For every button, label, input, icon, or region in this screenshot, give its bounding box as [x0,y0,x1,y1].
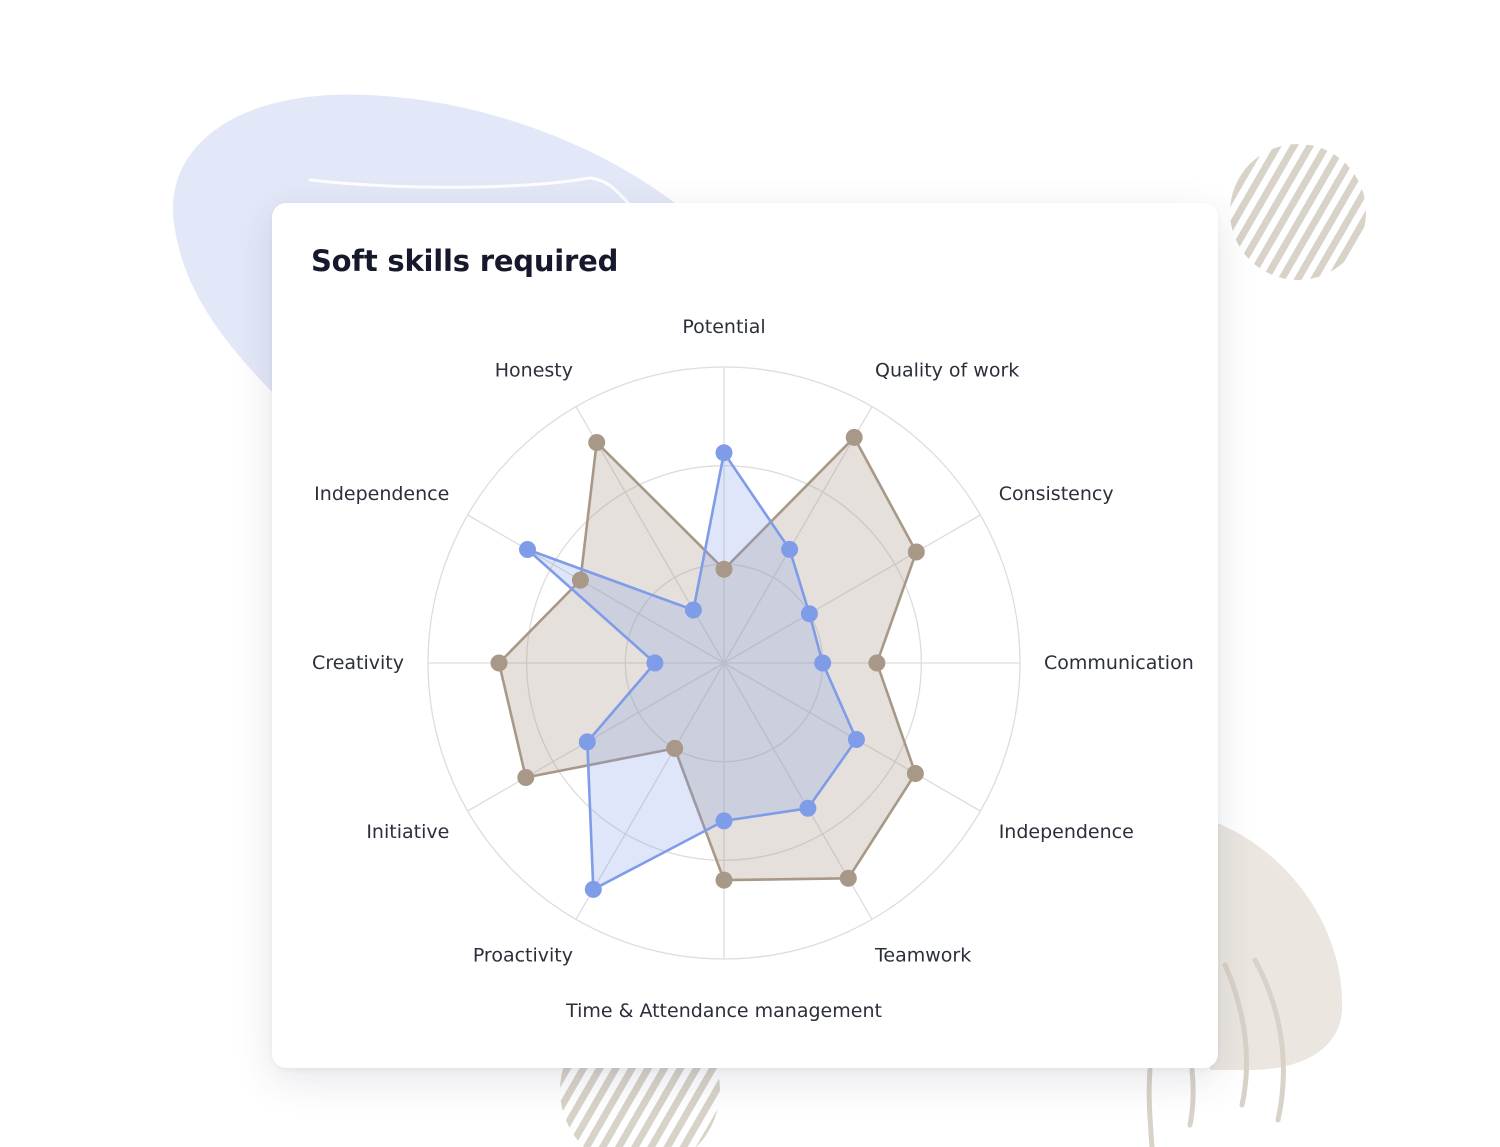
axis-label-2: Quality of work [875,359,1019,381]
series-2-point-10 [490,654,508,672]
series-1-point-3 [800,605,818,623]
axis-label-1: Potential [682,316,765,338]
series-2-point-3 [907,543,925,561]
blue-blob-highlight [308,176,632,207]
series-2-point-6 [839,869,857,887]
series-1-point-6 [799,799,817,817]
grid-spoke-2 [723,406,873,664]
axis-label-12: Honesty [495,359,573,381]
series-2-point-12 [588,434,606,451]
series-2-point-5 [906,765,924,782]
beige-line-1 [1146,1067,1155,1147]
series-1-point-11 [519,541,536,558]
beige-line-4 [1252,957,1286,1123]
axis-label-11: Independence [314,483,449,505]
series-1-point-5 [847,731,865,748]
axis-label-3: Consistency [999,483,1114,505]
series-2-point-2 [845,428,863,446]
series-1-point-2 [781,540,799,558]
series-2-point-8 [666,739,684,757]
card-title: Soft skills required [311,244,619,278]
grid-spoke-11 [467,514,725,664]
axis-label-5: Independence [999,821,1134,843]
series-1-point-4 [814,654,832,672]
series-1-point-10 [646,654,664,672]
radar-series [490,428,925,898]
beige-blob-shape [1210,820,1343,1070]
grid-spoke-8 [575,662,725,920]
radar-axis-labels: Potential Quality of work Consistency Commu… [312,316,1194,1022]
striped-circle-top-right [1230,144,1366,280]
axis-label-7: Time & Attendance management [565,1000,882,1022]
grid-spoke-9 [467,662,725,812]
axis-label-9: Initiative [366,821,449,843]
grid-spoke-3 [723,514,981,664]
series-2-point-9 [517,769,535,786]
series-2-point-1 [715,560,733,578]
axis-label-10: Creativity [312,652,404,674]
series-1-point-8 [584,880,602,898]
series-1-point-7 [715,812,733,830]
series-1-point-1 [715,444,733,462]
series-1-point-9 [578,733,596,751]
series-2-point-11 [571,571,589,589]
axis-label-4: Communication [1044,652,1194,674]
axis-label-8: Proactivity [473,945,573,967]
series-2-point-4 [868,654,886,672]
beige-line-3 [1222,962,1250,1108]
series-1-point-12 [684,601,702,619]
axis-label-6: Teamwork [874,945,971,967]
series-2-point-7 [715,871,733,889]
beige-line-2 [1187,1067,1196,1128]
